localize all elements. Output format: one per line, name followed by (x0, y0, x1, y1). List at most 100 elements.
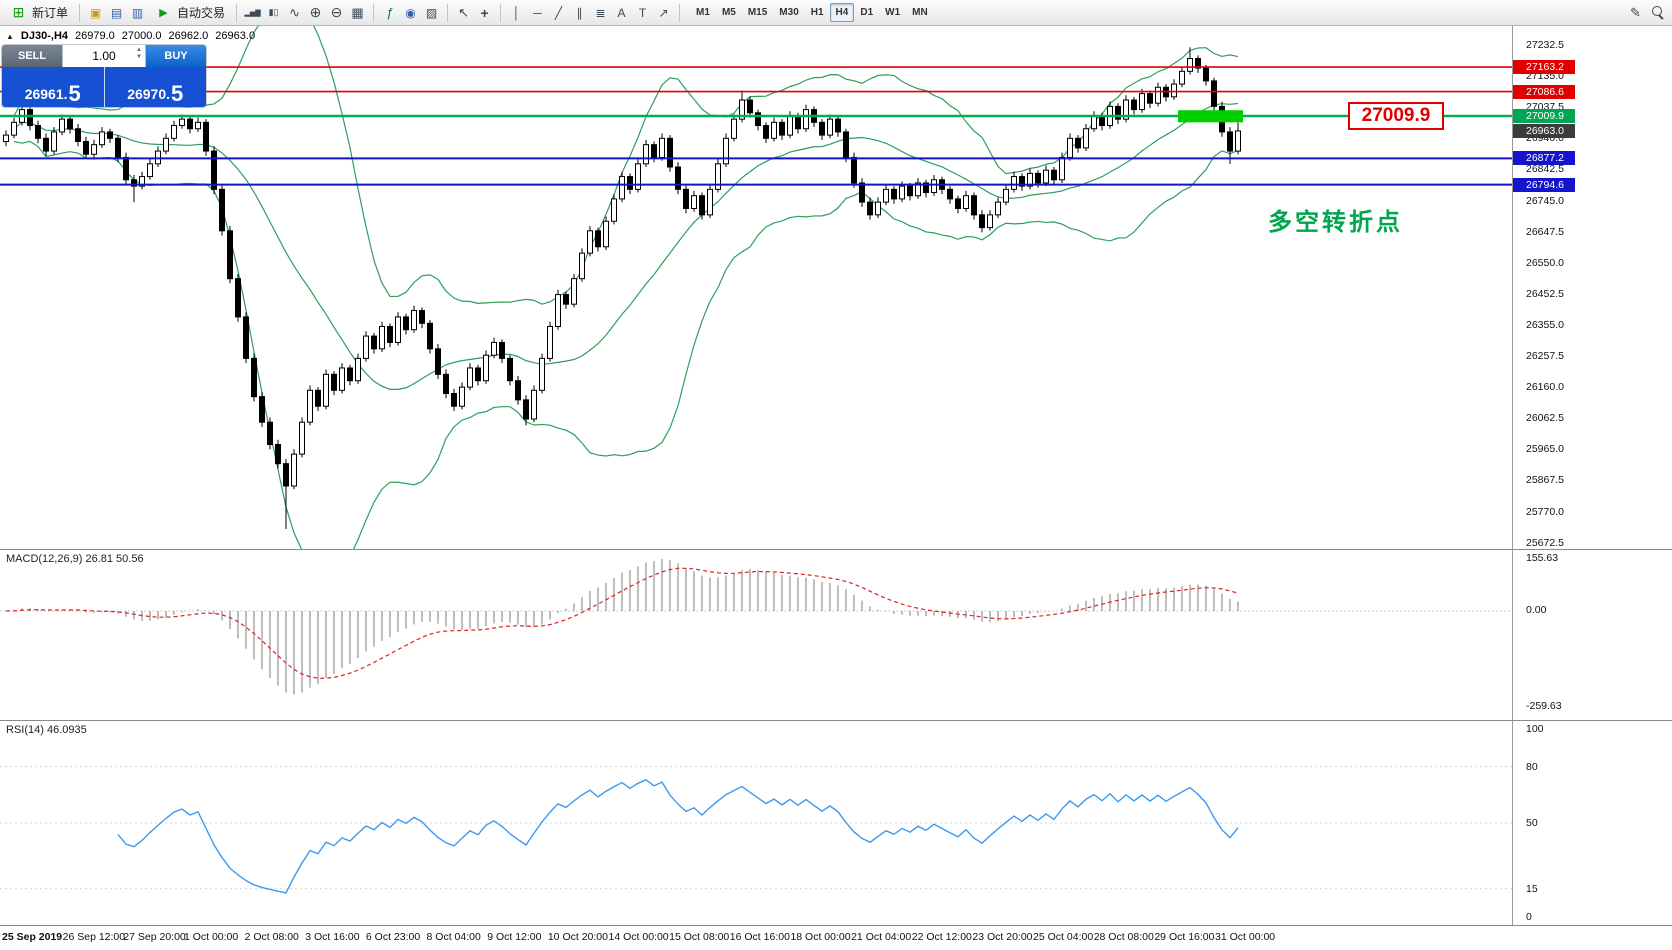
search-icon[interactable] (1649, 3, 1668, 22)
ohlc-open: 26979.0 (75, 30, 115, 42)
profiles-icon[interactable] (86, 3, 105, 22)
timeframe-m30[interactable]: M30 (779, 7, 799, 18)
horizontal-line-icon[interactable] (528, 3, 547, 22)
price-callout[interactable]: 27009.9 (1348, 102, 1444, 130)
indicators-icon[interactable] (380, 3, 399, 22)
label-icon[interactable]: T (638, 5, 647, 20)
price-scale[interactable]: 27232.5 27135.0 27037.5 26940.0 26842.5 26745… (1512, 26, 1672, 549)
macd-scale: 155.63 0.00 -259.63 (1512, 550, 1672, 720)
new-order-button[interactable]: 新订单 (4, 1, 73, 24)
line-chart-icon[interactable] (285, 3, 304, 22)
price-scale-label: 25672.5 (1526, 536, 1564, 549)
navigator-icon[interactable] (128, 3, 147, 22)
ohlc-low: 26962.0 (168, 30, 209, 42)
main-chart-panel: DJ30-,H4 26979.0 27000.0 26962.0 26963.0… (0, 26, 1672, 550)
time-axis-label: 9 Oct 12:00 (487, 931, 542, 943)
rsi-scale-label: 0 (1526, 911, 1532, 923)
sell-button[interactable]: SELL (2, 45, 62, 67)
chart-symbol-marker-icon (6, 30, 14, 42)
timeframe-h1[interactable]: H1 (810, 7, 824, 18)
trendline-icon[interactable] (549, 3, 568, 22)
price-scale-label: 25965.0 (1526, 443, 1564, 456)
macd-scale-label: -259.63 (1526, 700, 1562, 712)
toolbar-separator (236, 3, 238, 22)
timeframe-h4[interactable]: H4 (829, 3, 855, 22)
channel-icon[interactable] (570, 3, 589, 22)
zoom-in-icon[interactable] (306, 3, 325, 22)
volume-up-icon[interactable] (136, 47, 142, 53)
price-tag: 27009.9 (1513, 109, 1575, 123)
time-axis-label: 31 Oct 00:00 (1215, 931, 1276, 943)
macd-label: MACD(12,26,9) 26.81 50.56 (6, 553, 144, 565)
price-scale-label: 26842.5 (1526, 163, 1564, 176)
arrow-tool-icon[interactable] (654, 3, 673, 22)
time-axis-label: 2 Oct 08:00 (244, 931, 299, 943)
time-axis-label: 23 Oct 20:00 (972, 931, 1033, 943)
rsi-panel: RSI(14) 46.0935 100 80 50 15 0 (0, 721, 1672, 926)
zoom-out-icon[interactable] (327, 3, 346, 22)
volume-stepper[interactable]: 1.00 (62, 45, 146, 67)
buy-price-big-digit: 5 (171, 81, 184, 106)
rsi-scale-label: 100 (1526, 723, 1544, 735)
price-scale-label: 26355.0 (1526, 318, 1564, 331)
time-axis-label: 28 Oct 08:00 (1093, 931, 1154, 943)
macd-canvas[interactable] (0, 550, 1512, 720)
time-axis-label: 1 Oct 00:00 (183, 931, 239, 943)
timeframe-m15[interactable]: M15 (747, 7, 768, 18)
timeframe-m5[interactable]: M5 (721, 7, 736, 18)
sell-price-big-digit: 5 (68, 81, 81, 106)
price-tag: 26963.0 (1513, 123, 1575, 138)
crosshair-icon[interactable] (475, 3, 494, 22)
time-axis-label: 6 Oct 23:00 (365, 931, 421, 943)
price-scale-label: 26550.0 (1526, 256, 1564, 269)
cursor-icon[interactable] (454, 3, 473, 22)
price-tag: 26877.2 (1513, 151, 1575, 166)
timeframe-d1[interactable]: D1 (860, 7, 874, 18)
buy-price-main: 26970. (127, 86, 171, 102)
rsi-label: RSI(14) 46.0935 (6, 724, 87, 736)
grid-icon[interactable] (348, 3, 367, 22)
bar-chart-icon[interactable] (243, 3, 262, 22)
autotrading-button[interactable]: 自动交易 (149, 1, 230, 24)
periods-icon[interactable] (401, 3, 420, 22)
time-axis-label: 10 Oct 20:00 (547, 931, 608, 943)
text-icon[interactable]: A (617, 5, 626, 20)
price-scale-label: 25867.5 (1526, 474, 1564, 487)
volume-down-icon[interactable] (136, 54, 142, 60)
candlestick-icon[interactable] (264, 3, 283, 22)
time-axis-label: 8 Oct 04:00 (426, 931, 481, 943)
ohlc-close: 26963.0 (215, 30, 256, 42)
rsi-scale-label: 50 (1526, 817, 1538, 829)
buy-price[interactable]: 26970. 5 (104, 67, 206, 107)
templates-icon[interactable] (422, 3, 441, 22)
time-axis-label: 15 Oct 08:00 (669, 931, 730, 943)
time-axis-label: 18 Oct 00:00 (790, 931, 851, 943)
price-scale-label: 26160.0 (1526, 381, 1564, 394)
time-axis[interactable]: 25 Sep 2019 26 Sep 12:00 27 Sep 20:00 1 Oct… (0, 926, 1672, 950)
rsi-canvas[interactable] (0, 721, 1512, 925)
time-axis-label: 25 Sep 2019 (2, 931, 63, 943)
timeframe-w1[interactable]: W1 (885, 7, 901, 18)
timeframe-m1[interactable]: M1 (696, 7, 710, 18)
price-scale-label: 27232.5 (1526, 39, 1564, 51)
price-scale-label: 26452.5 (1526, 287, 1564, 300)
volume-value: 1.00 (92, 49, 116, 63)
vertical-line-icon[interactable] (507, 3, 526, 22)
chart-annotation[interactable]: 多空转折点 (1268, 209, 1403, 236)
rsi-scale: 100 80 50 15 0 (1512, 721, 1672, 925)
toolbar-separator (679, 3, 681, 22)
market-watch-icon[interactable] (107, 3, 126, 22)
chart-header: DJ30-,H4 26979.0 27000.0 26962.0 26963.0 (6, 30, 255, 42)
main-chart-canvas[interactable] (0, 26, 1512, 549)
fibonacci-icon[interactable] (591, 3, 610, 22)
buy-button[interactable]: BUY (146, 45, 206, 67)
timeframe-mn[interactable]: MN (912, 7, 928, 18)
pencil-icon[interactable] (1626, 3, 1645, 22)
price-scale-label: 26062.5 (1526, 412, 1564, 425)
price-scale-label: 26257.5 (1526, 350, 1564, 362)
macd-panel: MACD(12,26,9) 26.81 50.56 155.63 0.00 -259… (0, 550, 1672, 721)
toolbar-separator (79, 3, 81, 22)
rsi-scale-label: 15 (1526, 882, 1538, 895)
sell-price[interactable]: 26961. 5 (2, 67, 105, 107)
price-scale-label: 25770.0 (1526, 505, 1564, 518)
